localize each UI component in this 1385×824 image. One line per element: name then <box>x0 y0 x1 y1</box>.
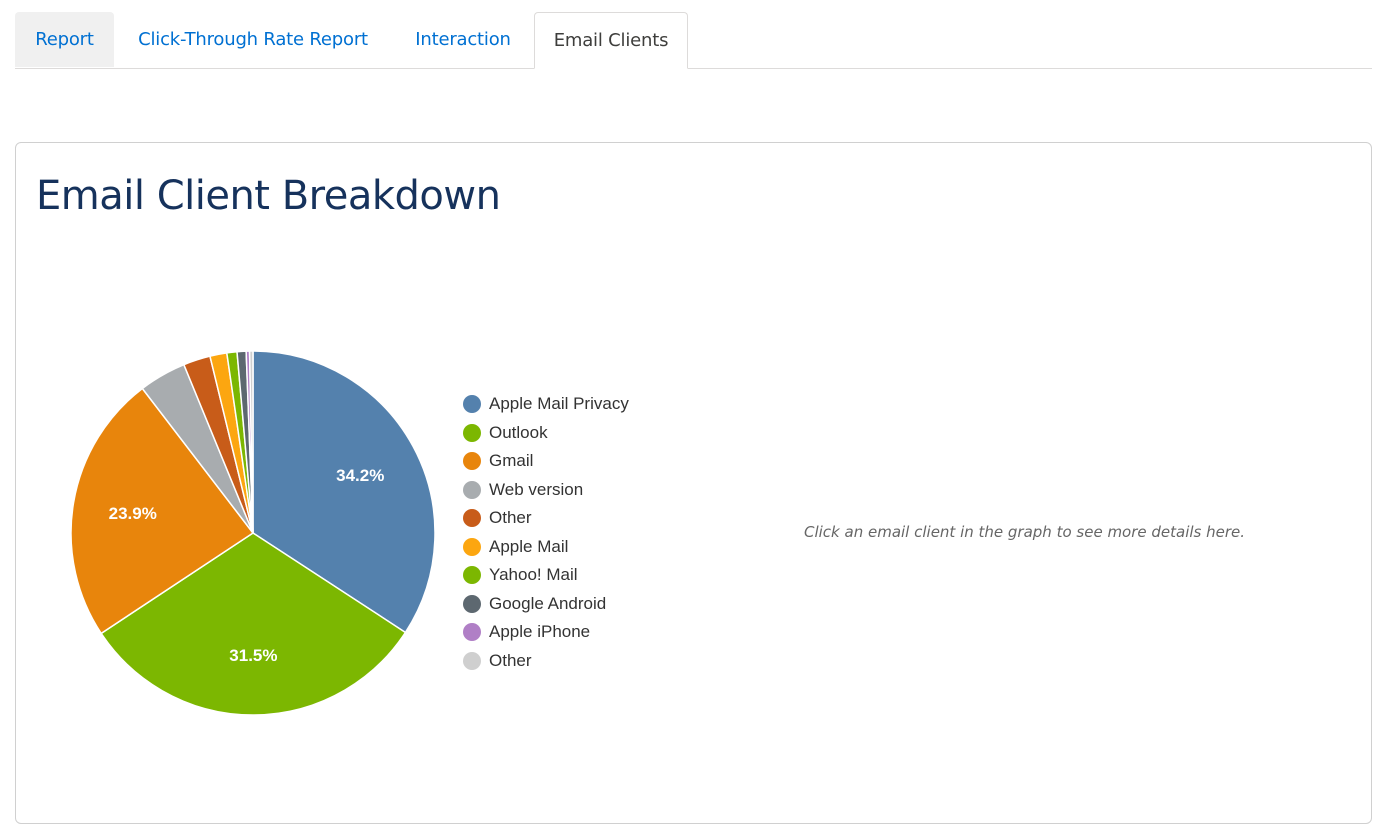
legend-item[interactable]: Web version <box>463 476 629 505</box>
legend-dot-icon <box>463 623 481 642</box>
tab-bar: Report Click-Through Rate Report Interac… <box>15 12 1372 69</box>
email-client-card: Email Client Breakdown 34.2% 31.5% 23.9% A… <box>15 142 1372 824</box>
legend-item[interactable]: Yahoo! Mail <box>463 561 629 590</box>
legend-item[interactable]: Gmail <box>463 447 629 476</box>
legend-dot-icon <box>463 423 481 442</box>
legend-dot-icon <box>463 537 481 556</box>
slice-label: 34.2% <box>336 466 384 485</box>
tab-click-through-rate-report[interactable]: Click-Through Rate Report <box>138 29 368 50</box>
tab-email-clients[interactable]: Email Clients <box>534 12 688 69</box>
legend-dot-icon <box>463 651 481 670</box>
legend-item[interactable]: Apple iPhone <box>463 618 629 647</box>
legend-item[interactable]: Other <box>463 647 629 676</box>
pie-slice[interactable] <box>70 387 255 635</box>
legend-label: Apple iPhone <box>489 622 591 642</box>
legend-label: Apple Mail Privacy <box>489 394 629 414</box>
legend-item[interactable]: Apple Mail <box>463 533 629 562</box>
legend-dot-icon <box>463 395 481 414</box>
legend-label: Other <box>489 508 532 528</box>
chart-legend: Apple Mail Privacy Outlook Gmail Web versio… <box>463 390 629 675</box>
legend-label: Yahoo! Mail <box>489 565 578 585</box>
legend-dot-icon <box>463 594 481 613</box>
legend-item[interactable]: Other <box>463 504 629 533</box>
slice-label: 31.5% <box>229 646 277 665</box>
legend-label: Gmail <box>489 451 534 471</box>
pie-slice[interactable] <box>248 350 254 534</box>
details-hint: Click an email client in the graph to se… <box>804 523 1246 541</box>
legend-label: Outlook <box>489 422 548 442</box>
legend-item[interactable]: Apple Mail Privacy <box>463 390 629 419</box>
pie-slice[interactable] <box>100 532 407 716</box>
card-title: Email Client Breakdown <box>36 173 501 219</box>
legend-label: Google Android <box>489 593 607 613</box>
legend-dot-icon <box>463 509 481 528</box>
legend-label: Other <box>489 650 532 670</box>
pie-chart[interactable]: 34.2% 31.5% 23.9% <box>68 348 438 718</box>
legend-dot-icon <box>463 452 481 471</box>
tab-interaction[interactable]: Interaction <box>415 29 511 50</box>
tab-report[interactable]: Report <box>15 12 114 67</box>
slice-label: 23.9% <box>109 504 157 523</box>
legend-dot-icon <box>463 566 481 585</box>
legend-item[interactable]: Outlook <box>463 419 629 448</box>
legend-dot-icon <box>463 480 481 499</box>
legend-label: Web version <box>489 479 584 499</box>
legend-label: Apple Mail <box>489 536 569 556</box>
legend-item[interactable]: Google Android <box>463 590 629 619</box>
